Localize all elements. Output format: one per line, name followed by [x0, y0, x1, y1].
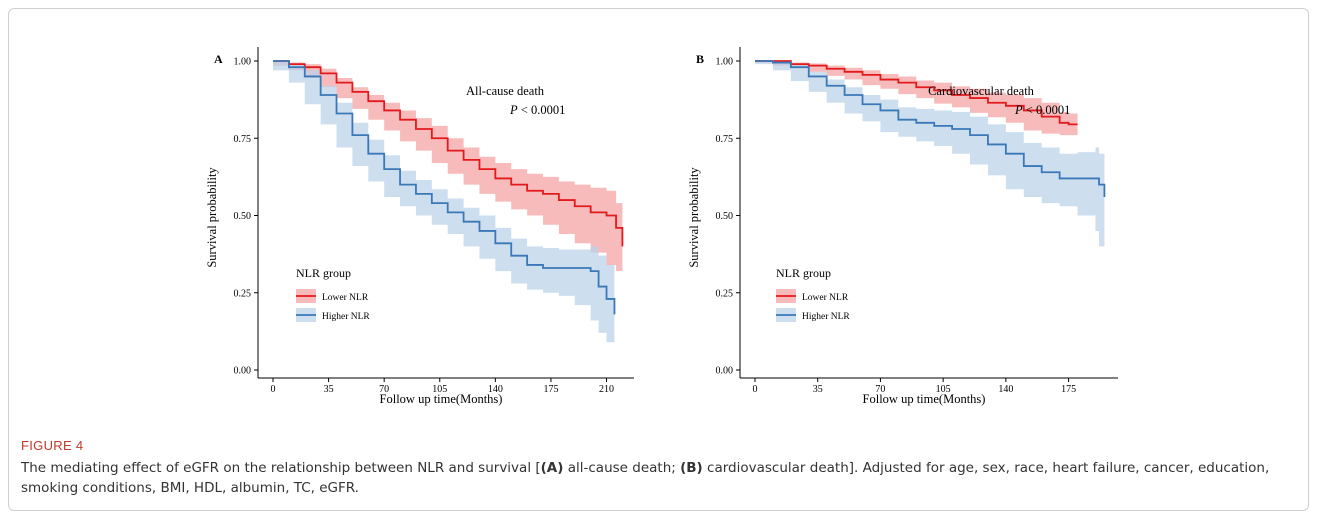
x-tick-label: 210 [599, 384, 614, 395]
caption-part-1: (A) [540, 460, 564, 476]
legend-entry: Lower NLR [802, 293, 849, 303]
figure-caption-text: The mediating effect of eGFR on the rela… [21, 458, 1291, 498]
y-tick-label: 0.75 [234, 134, 252, 145]
legend-entry: Higher NLR [322, 312, 370, 322]
x-tick-label: 35 [813, 384, 823, 395]
chart-title: Cardiovascular death [928, 84, 1035, 98]
legend-entry: Lower NLR [322, 293, 369, 303]
x-tick-label: 140 [488, 384, 503, 395]
x-tick-label: 140 [998, 384, 1013, 395]
panel-letter: B [696, 52, 704, 66]
x-tick-label: 175 [543, 384, 558, 395]
x-tick-label: 35 [324, 384, 334, 395]
x-axis-label: Follow up time(Months) [863, 392, 986, 406]
y-tick-label: 0.25 [716, 288, 734, 299]
y-tick-label: 0.00 [234, 366, 252, 377]
y-tick-label: 1.00 [234, 57, 252, 68]
legend: NLR group Lower NLR Higher NLR [776, 266, 850, 322]
legend-entry: Higher NLR [802, 312, 850, 322]
survival-line-lower-nlr [755, 60, 1078, 126]
chart-title: All-cause death [466, 84, 545, 98]
legend: NLR group Lower NLR Higher NLR [296, 266, 370, 322]
y-tick-label: 0.25 [234, 288, 252, 299]
p-value: P < 0.0001 [509, 103, 565, 117]
x-tick-label: 70 [875, 384, 885, 395]
y-tick-label: 0.50 [716, 211, 734, 222]
legend-title: NLR group [296, 266, 351, 280]
ci-band-lower-nlr [273, 61, 623, 272]
figure-frame [8, 8, 1309, 511]
y-tick-label: 1.00 [716, 57, 734, 68]
caption-part-0: The mediating effect of eGFR on the rela… [21, 460, 541, 476]
x-tick-label: 0 [271, 384, 276, 395]
caption-part-3: (B) [680, 460, 703, 476]
survival-line-higher-nlr [755, 60, 1106, 197]
x-tick-label: 105 [936, 384, 951, 395]
y-axis-label: Survival probability [687, 167, 701, 268]
caption-part-2: all-cause death; [563, 460, 681, 476]
y-tick-label: 0.75 [716, 134, 734, 145]
chart-panel-a: 0.00 0.25 0.50 0.75 1.00 0 35 70 105 140 175 210 Fol… [205, 47, 634, 406]
caption-part-4: cardiovascular death]. Adjusted for age,… [21, 460, 1270, 496]
x-tick-label: 0 [753, 384, 758, 395]
survival-line-lower-nlr [273, 60, 624, 247]
p-value: P < 0.0001 [1014, 103, 1070, 117]
chart-panel-b: 0.00 0.25 0.50 0.75 1.00 0 35 70 105 140 175 Follow… [687, 47, 1118, 406]
survival-line-higher-nlr [273, 60, 616, 315]
ci-band-higher-nlr [755, 61, 1105, 247]
x-tick-label: 105 [432, 384, 447, 395]
legend-title: NLR group [776, 266, 831, 280]
y-tick-label: 0.00 [716, 366, 734, 377]
figure-charts: 0.00 0.25 0.50 0.75 1.00 0 35 70 105 140 175 210 Fol… [205, 47, 1118, 406]
x-tick-label: 175 [1061, 384, 1076, 395]
y-tick-label: 0.50 [234, 211, 252, 222]
x-tick-label: 70 [379, 384, 389, 395]
ci-band-higher-nlr [273, 61, 615, 343]
panel-letter: A [214, 52, 223, 66]
y-axis-label: Survival probability [205, 167, 219, 268]
ci-band-lower-nlr [755, 61, 1078, 136]
x-axis-label: Follow up time(Months) [380, 392, 503, 406]
figure-caption-label: FIGURE 4 [21, 438, 84, 453]
